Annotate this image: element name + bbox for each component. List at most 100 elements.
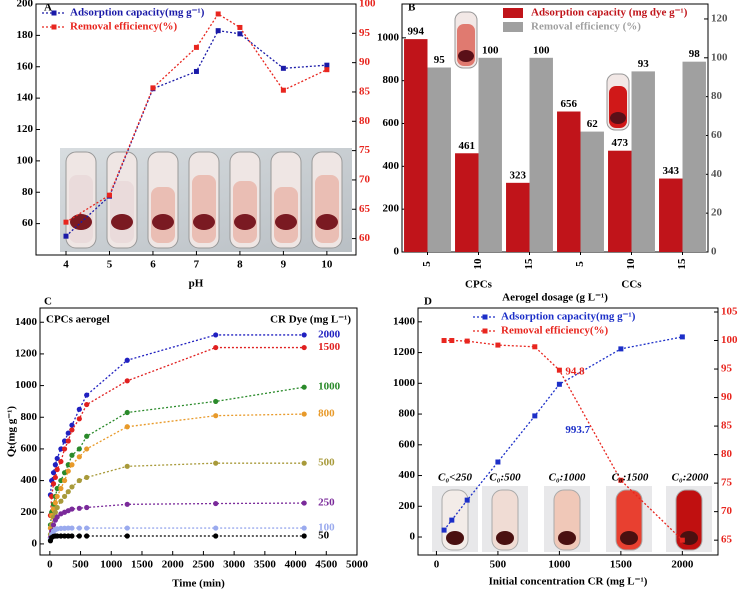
series-line xyxy=(49,334,305,495)
point xyxy=(52,474,58,481)
point xyxy=(52,509,58,515)
point xyxy=(61,493,68,500)
point xyxy=(464,497,470,503)
aerogel xyxy=(152,214,174,230)
y2-tick-label: 0 xyxy=(711,246,717,258)
y-tick-label: 200 xyxy=(383,203,400,215)
point xyxy=(301,525,307,531)
point xyxy=(124,463,130,469)
point xyxy=(54,514,60,520)
series-line xyxy=(49,386,305,525)
y2-tick-label: 95 xyxy=(359,27,371,39)
point xyxy=(215,11,221,17)
point xyxy=(69,525,75,531)
x-tick-label: 4 xyxy=(63,259,69,271)
point xyxy=(54,504,60,511)
point xyxy=(124,424,130,430)
point xyxy=(69,427,75,433)
series-line xyxy=(49,462,305,535)
photo-label: C₀:1500 xyxy=(612,472,649,484)
y2-tick-label: 85 xyxy=(721,420,733,432)
point xyxy=(215,28,221,34)
y-tick-label: 80 xyxy=(22,186,34,198)
point xyxy=(84,533,90,539)
y-tick-label: 1000 xyxy=(377,31,400,43)
y2-tick-label: 95 xyxy=(721,363,733,375)
tube-content xyxy=(233,181,257,243)
point xyxy=(441,527,447,533)
bar xyxy=(506,182,530,252)
y-tick-label: 1200 xyxy=(393,346,416,358)
y2-tick-label: 60 xyxy=(711,129,723,141)
x-tick-label: 5000 xyxy=(346,559,369,571)
aerogel xyxy=(275,214,297,230)
point xyxy=(324,67,330,73)
data-label: 461 xyxy=(459,140,476,152)
point xyxy=(84,401,90,408)
x-axis-title: Time (min) xyxy=(172,578,225,590)
x-tick-label: 2000 xyxy=(671,559,694,571)
y-tick-label: 1000 xyxy=(393,377,416,389)
y-tick-label: 100 xyxy=(17,154,34,166)
y-tick-label: 160 xyxy=(17,60,34,72)
legend-marker xyxy=(51,10,57,16)
y2-tick-label: 75 xyxy=(359,144,371,156)
series-label: 1000 xyxy=(318,381,341,393)
x-axis-title: pH xyxy=(189,278,204,290)
point xyxy=(54,533,60,539)
legend-marker xyxy=(482,314,488,320)
data-label: 95 xyxy=(434,54,446,66)
point xyxy=(495,459,501,465)
point xyxy=(58,525,64,532)
y-axis-title: Qₜ(mg g⁻¹) xyxy=(6,406,18,457)
x-tick-label: 1000 xyxy=(548,559,571,571)
aerogel xyxy=(111,214,133,230)
x-tick-label: 15 xyxy=(523,258,535,270)
point xyxy=(280,65,286,71)
point xyxy=(69,533,75,539)
series-label: 1500 xyxy=(318,341,341,353)
point xyxy=(213,344,219,351)
series-label: 100 xyxy=(318,522,335,534)
y2-tick-label: 105 xyxy=(721,306,738,318)
point xyxy=(69,506,75,512)
y-tick-label: 180 xyxy=(17,29,34,41)
point xyxy=(58,477,64,484)
point xyxy=(301,332,307,338)
y-tick-label: 200 xyxy=(17,0,34,10)
x-tick-label: 7 xyxy=(194,259,200,271)
bar xyxy=(682,61,706,252)
point xyxy=(50,470,57,476)
x-tick-label: 9 xyxy=(281,259,287,271)
y-tick-label: 600 xyxy=(399,438,416,450)
x-tick-label: 10 xyxy=(625,258,637,270)
point xyxy=(618,477,624,483)
point xyxy=(65,462,71,468)
photo-label: C₀:1000 xyxy=(549,472,586,484)
group-label: CCs xyxy=(621,279,642,291)
point xyxy=(324,62,330,68)
point xyxy=(54,485,60,492)
annotation: CPCs aerogel xyxy=(46,314,110,326)
data-label: 473 xyxy=(612,137,629,149)
y2-tick-label: 40 xyxy=(711,168,723,180)
bar xyxy=(557,111,581,253)
y2-tick-label: 80 xyxy=(721,448,733,460)
y-tick-label: 1200 xyxy=(15,347,38,359)
point xyxy=(213,525,219,531)
legend-label: Removal efficiency (%) xyxy=(531,21,641,33)
point xyxy=(84,392,90,398)
series-label: 500 xyxy=(318,457,335,469)
point xyxy=(679,537,685,543)
x-tick-label: 1000 xyxy=(100,559,123,571)
point xyxy=(84,433,90,439)
series-label: 800 xyxy=(318,408,335,420)
aerogel xyxy=(558,531,576,545)
point xyxy=(58,485,64,492)
point xyxy=(193,68,199,74)
legend-label: Adsorption capacity(mg g⁻¹) xyxy=(501,311,636,323)
x-tick-label: 2500 xyxy=(192,559,215,571)
data-label: 93 xyxy=(638,58,650,70)
point xyxy=(69,452,75,458)
point xyxy=(69,484,75,490)
